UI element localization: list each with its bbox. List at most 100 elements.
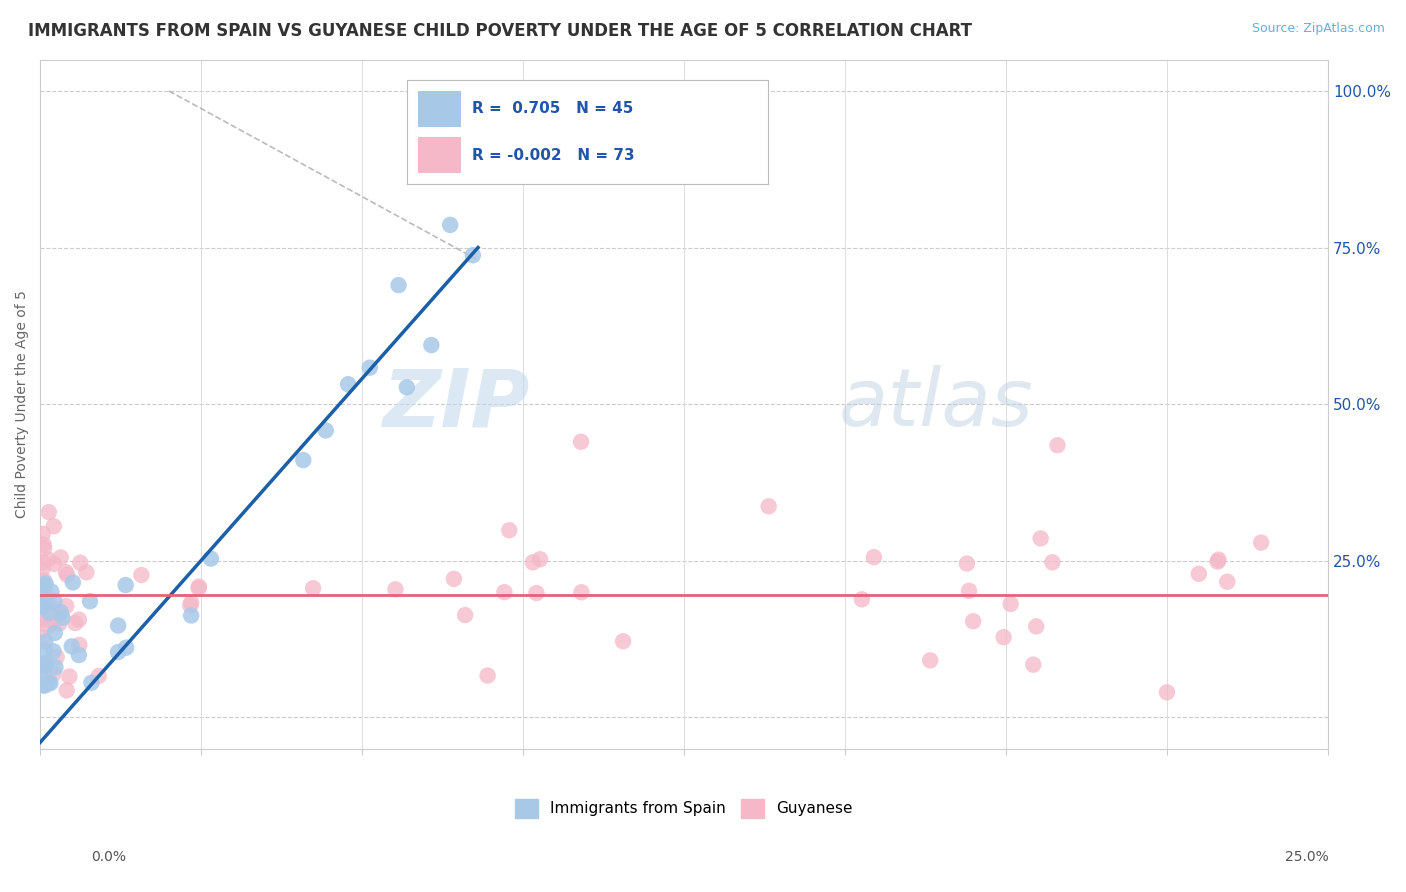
Point: [1025, 619, 1047, 633]
Point: [65, 615, 87, 630]
Point: [42, 666, 65, 681]
Point: [526, 586, 548, 600]
Point: [32, 574, 55, 588]
Point: [31, 526, 53, 541]
Point: [34, 593, 56, 607]
Point: [114, 578, 136, 592]
Point: [32, 599, 55, 613]
Text: 0.0%: 0.0%: [91, 850, 127, 863]
Point: [384, 582, 406, 597]
Point: [1250, 535, 1272, 549]
Point: [44, 626, 66, 640]
Point: [34, 658, 56, 673]
Point: [315, 424, 337, 438]
Point: [34, 576, 56, 591]
Point: [48, 607, 70, 621]
Point: [44, 594, 66, 608]
Point: [34, 634, 56, 648]
Point: [32, 584, 55, 599]
Point: [42, 557, 65, 571]
Point: [31, 599, 53, 614]
Point: [993, 630, 1015, 644]
Point: [359, 360, 381, 375]
Point: [31, 657, 53, 672]
Point: [32, 666, 55, 681]
Point: [1046, 438, 1069, 452]
Point: [31, 666, 53, 681]
Point: [45, 650, 67, 665]
Point: [494, 585, 516, 599]
Point: [522, 555, 544, 569]
Point: [179, 599, 201, 613]
Point: [67, 613, 90, 627]
Point: [395, 380, 418, 394]
Point: [180, 608, 202, 623]
Point: [37, 620, 59, 634]
Point: [60, 640, 83, 654]
Point: [420, 338, 443, 352]
Point: [31, 561, 53, 575]
Point: [35, 656, 58, 670]
Point: [107, 618, 129, 632]
Point: [758, 500, 780, 514]
Point: [51, 611, 73, 625]
Point: [612, 634, 634, 648]
Point: [32, 541, 55, 556]
Point: [75, 566, 97, 580]
Point: [42, 615, 65, 630]
Point: [1156, 685, 1178, 699]
Point: [956, 557, 979, 571]
Point: [31, 678, 53, 692]
Point: [80, 675, 103, 690]
Point: [41, 600, 63, 615]
Point: [957, 583, 980, 598]
Point: [571, 585, 593, 599]
Point: [302, 581, 325, 595]
Point: [49, 550, 72, 565]
Point: [187, 581, 209, 595]
Point: [58, 669, 80, 683]
Point: [131, 568, 153, 582]
Y-axis label: Child Poverty Under the Age of 5: Child Poverty Under the Age of 5: [15, 290, 30, 518]
Point: [44, 660, 66, 674]
Point: [67, 648, 90, 662]
Point: [34, 679, 56, 693]
Point: [79, 594, 101, 608]
Point: [38, 505, 60, 519]
Legend: Immigrants from Spain, Guyanese: Immigrants from Spain, Guyanese: [509, 793, 859, 823]
Text: 25.0%: 25.0%: [1285, 850, 1329, 863]
Point: [34, 643, 56, 657]
Point: [454, 608, 477, 623]
Point: [55, 565, 77, 579]
Point: [529, 552, 551, 566]
Point: [443, 572, 465, 586]
Point: [200, 551, 222, 566]
Point: [962, 614, 984, 628]
Point: [337, 377, 360, 392]
Point: [477, 668, 499, 682]
Point: [31, 630, 53, 644]
Point: [31, 599, 53, 613]
Point: [188, 580, 211, 594]
Point: [1208, 552, 1230, 566]
Point: [498, 524, 520, 538]
Point: [1206, 555, 1229, 569]
Point: [31, 613, 53, 627]
Point: [42, 519, 65, 533]
Point: [461, 248, 484, 262]
Point: [107, 645, 129, 659]
Point: [37, 552, 59, 566]
Point: [69, 556, 91, 570]
Point: [569, 434, 592, 449]
Point: [920, 653, 942, 667]
Point: [55, 683, 77, 698]
Point: [37, 676, 59, 690]
Point: [863, 550, 886, 565]
Text: atlas: atlas: [839, 365, 1033, 443]
Text: IMMIGRANTS FROM SPAIN VS GUYANESE CHILD POVERTY UNDER THE AGE OF 5 CORRELATION C: IMMIGRANTS FROM SPAIN VS GUYANESE CHILD …: [28, 22, 972, 40]
Point: [39, 600, 62, 615]
Text: ZIP: ZIP: [382, 365, 530, 443]
Point: [115, 640, 138, 655]
Point: [292, 453, 315, 467]
Point: [439, 218, 461, 232]
